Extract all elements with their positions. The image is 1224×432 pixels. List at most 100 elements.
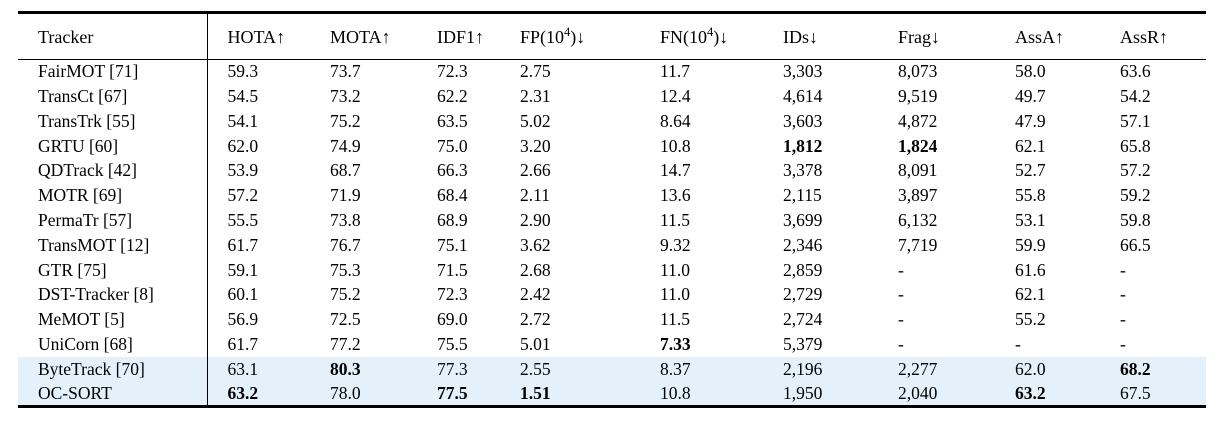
table-row: MeMOT [5] 56.9 72.5 69.0 2.72 11.5 2,724 - 55.2 - <box>18 307 1206 333</box>
metric-cell: 54.1 <box>206 109 330 134</box>
tracker-name-cell: MOTR [69] <box>38 185 123 206</box>
metric-cell: 9.32 <box>660 234 691 255</box>
metric-cell: 3,699 <box>783 209 823 230</box>
column-header-tracker: Tracker <box>18 12 207 60</box>
metric-cell: 1,824 <box>898 135 938 156</box>
metric-cell: 2,724 <box>783 309 823 330</box>
metric-cell: 66.5 <box>1120 234 1151 255</box>
tracker-name-cell: DST-Tracker [8] <box>38 284 154 305</box>
header-exponent: 4 <box>564 24 571 39</box>
table-row: ByteTrack [70] 63.1 80.3 77.3 2.55 8.37 2,196 2… <box>18 357 1206 382</box>
metric-cell: 8,091 <box>898 160 938 181</box>
metric-cell: 2.68 <box>520 259 551 280</box>
metric-cell: 1,950 <box>783 382 823 403</box>
metric-cell: 53.9 <box>206 158 330 184</box>
metric-cell: 54.2 <box>1120 85 1151 106</box>
metric-cell: 60.1 <box>206 282 330 308</box>
tracker-name-cell: MeMOT [5] <box>38 309 125 330</box>
column-header-frag: Frag↓ <box>898 12 1015 60</box>
metric-cell: 10.8 <box>660 135 691 156</box>
column-header-ids: IDs↓ <box>783 12 898 60</box>
metric-cell: 11.5 <box>660 209 690 230</box>
metric-cell: 2.72 <box>520 309 551 330</box>
metric-cell: 11.0 <box>660 284 690 305</box>
metric-cell: 72.3 <box>437 284 468 305</box>
metric-cell: 62.1 <box>1015 135 1046 156</box>
metric-cell: 11.0 <box>660 259 690 280</box>
table-row: FairMOT [71] 59.3 73.7 72.3 2.75 11.7 3,303 8,0… <box>18 59 1206 85</box>
metric-cell: 2,859 <box>783 259 823 280</box>
metric-cell: - <box>1120 309 1126 330</box>
tracker-name-cell: QDTrack [42] <box>38 160 137 181</box>
table-row: TransMOT [12] 61.7 76.7 75.1 3.62 9.32 2,346 7,… <box>18 233 1206 258</box>
metric-cell: 66.3 <box>437 160 468 181</box>
metric-cell: 59.1 <box>206 257 330 283</box>
metric-cell: 8.64 <box>660 110 691 131</box>
metric-cell: 2,729 <box>783 284 823 305</box>
metric-cell: 62.1 <box>1015 284 1046 305</box>
table-row: GRTU [60] 62.0 74.9 75.0 3.20 10.8 1,812 1,824 6… <box>18 133 1206 159</box>
column-header-assa: AssA↑ <box>1015 12 1120 60</box>
table-row: UniCorn [68] 61.7 77.2 75.5 5.01 7.33 5,379 - - - <box>18 332 1206 358</box>
metric-cell: 2.11 <box>520 185 550 206</box>
metric-cell: 72.3 <box>437 61 468 82</box>
metric-cell: 63.2 <box>206 381 330 407</box>
metric-cell: 11.7 <box>660 61 690 82</box>
metric-cell: 77.5 <box>437 382 468 403</box>
table-row: GTR [75] 59.1 75.3 71.5 2.68 11.0 2,859 - 61.6 - <box>18 257 1206 283</box>
metric-cell: 77.3 <box>437 358 468 379</box>
metric-cell: 53.1 <box>1015 209 1046 230</box>
metric-cell: 9,519 <box>898 85 938 106</box>
metric-cell: 74.9 <box>330 135 361 156</box>
metric-cell: 69.0 <box>437 309 468 330</box>
metric-cell: 2,346 <box>783 234 823 255</box>
metric-cell: 4,872 <box>898 110 938 131</box>
column-header-fp10: FP(104)↓ <box>520 12 660 60</box>
metric-cell: 65.8 <box>1120 135 1151 156</box>
metric-cell: 11.5 <box>660 309 690 330</box>
metric-cell: 54.5 <box>206 84 330 110</box>
metric-cell: 5.01 <box>520 333 551 354</box>
metric-cell: 58.0 <box>1015 61 1046 82</box>
metric-cell: 63.6 <box>1120 61 1151 82</box>
metric-cell: 59.8 <box>1120 209 1151 230</box>
metric-cell: 2.66 <box>520 160 551 181</box>
metric-cell: - <box>898 284 904 305</box>
results-table: Tracker HOTA↑ MOTA↑ IDF1↑ FP(104)↓ FN(104)↓ ID… <box>18 11 1206 409</box>
metric-cell: 3.20 <box>520 135 551 156</box>
metric-cell: 5.02 <box>520 110 551 131</box>
tracker-name-cell: GTR [75] <box>38 259 107 280</box>
metric-cell: 75.0 <box>437 135 468 156</box>
metric-cell: 2,040 <box>898 382 938 403</box>
metric-cell: 10.8 <box>660 382 691 403</box>
metric-cell: 2,196 <box>783 358 823 379</box>
tracker-name-cell: OC-SORT <box>38 382 112 403</box>
metric-cell: 6,132 <box>898 209 938 230</box>
metric-cell: 59.2 <box>1120 185 1151 206</box>
metric-cell: - <box>898 333 904 354</box>
metric-cell: 57.2 <box>1120 160 1151 181</box>
header-exponent: 4 <box>707 24 714 39</box>
table-row: MOTR [69] 57.2 71.9 68.4 2.11 13.6 2,115 3,897 5… <box>18 183 1206 209</box>
metric-cell: 13.6 <box>660 185 691 206</box>
metric-cell: 80.3 <box>330 358 361 379</box>
metric-cell: 4,614 <box>783 85 823 106</box>
metric-cell: 3,303 <box>783 61 823 82</box>
metric-cell: 7,719 <box>898 234 938 255</box>
metric-cell: - <box>898 309 904 330</box>
metric-cell: 49.7 <box>1015 85 1046 106</box>
metric-cell: 12.4 <box>660 85 691 106</box>
table-row: QDTrack [42] 53.9 68.7 66.3 2.66 14.7 3,378 8,0… <box>18 158 1206 184</box>
metric-cell: 63.1 <box>206 357 330 382</box>
metric-cell: 57.2 <box>206 183 330 209</box>
metric-cell: 75.5 <box>437 333 468 354</box>
metric-cell: 3,897 <box>898 185 938 206</box>
metric-cell: 71.9 <box>330 185 361 206</box>
metric-cell: 3,603 <box>783 110 823 131</box>
metric-cell: 62.2 <box>437 85 468 106</box>
metric-cell: 55.8 <box>1015 185 1046 206</box>
metric-cell: 47.9 <box>1015 110 1046 131</box>
metric-cell: 2.55 <box>520 358 551 379</box>
column-header-mota: MOTA↑ <box>330 12 437 60</box>
metric-cell: 75.2 <box>330 284 361 305</box>
